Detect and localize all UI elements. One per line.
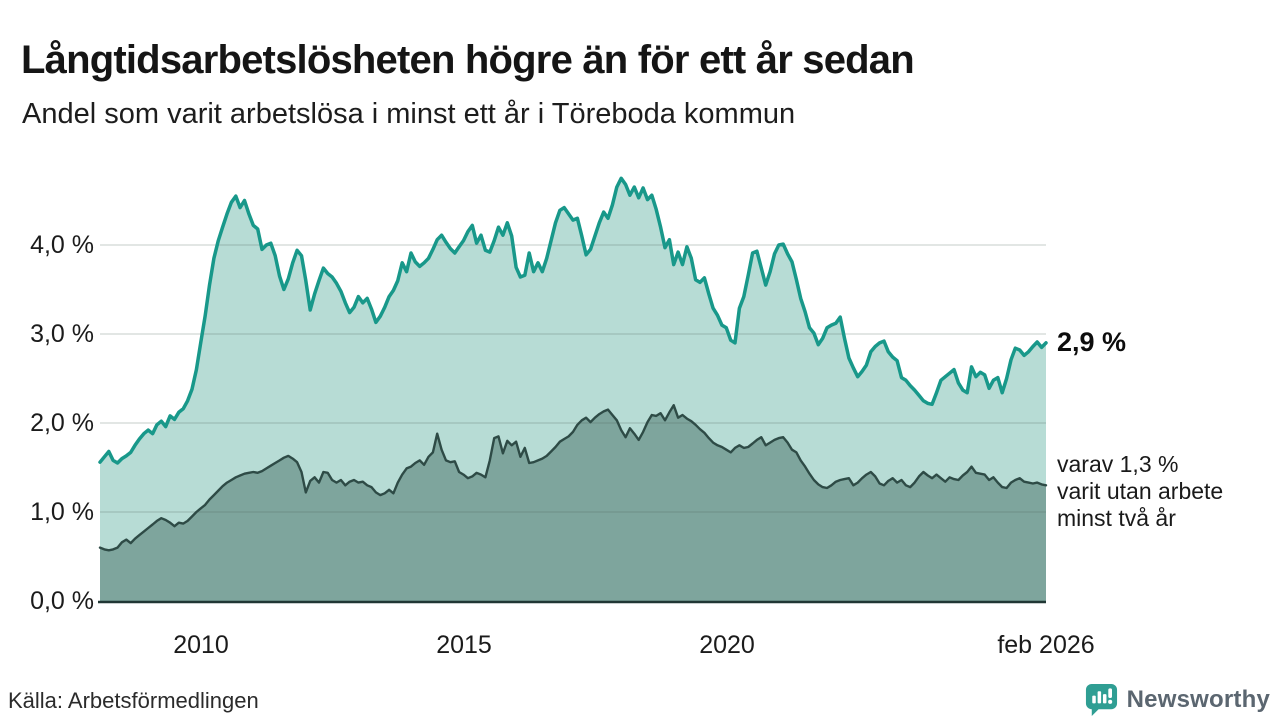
series2-area xyxy=(100,405,1046,601)
secondary-series-annotation: varav 1,3 % varit utan arbete minst två … xyxy=(1057,451,1223,532)
page-subtitle: Andel som varit arbetslösa i minst ett å… xyxy=(22,98,796,130)
annotation-line: minst två år xyxy=(1057,505,1176,531)
annotation-line: varav 1,3 % xyxy=(1057,451,1179,477)
source-note: Källa: Arbetsförmedlingen xyxy=(8,688,259,713)
x-tick-label: 2010 xyxy=(173,631,229,659)
latest-value-label: 2,9 % xyxy=(1057,327,1127,357)
x-tick-label: 2020 xyxy=(699,631,755,659)
y-tick-label: 1,0 % xyxy=(30,498,94,526)
series1-line xyxy=(98,176,1048,465)
y-tick-label: 3,0 % xyxy=(30,320,94,348)
x-tick-label: feb 2026 xyxy=(997,631,1095,659)
y-tick-label: 4,0 % xyxy=(30,231,94,259)
series2-line xyxy=(98,404,1048,552)
y-tick-label: 0,0 % xyxy=(30,587,94,615)
x-tick-label: 2015 xyxy=(436,631,492,659)
annotation-line: varit utan arbete xyxy=(1057,478,1224,504)
page-title: Långtidsarbetslösheten högre än för ett … xyxy=(21,37,915,82)
y-tick-label: 2,0 % xyxy=(30,409,94,437)
brand-wordmark: Newsworthy xyxy=(1126,685,1270,713)
brand-logo: Newsworthy xyxy=(1084,682,1270,717)
newsworthy-logo-icon xyxy=(1085,683,1117,717)
